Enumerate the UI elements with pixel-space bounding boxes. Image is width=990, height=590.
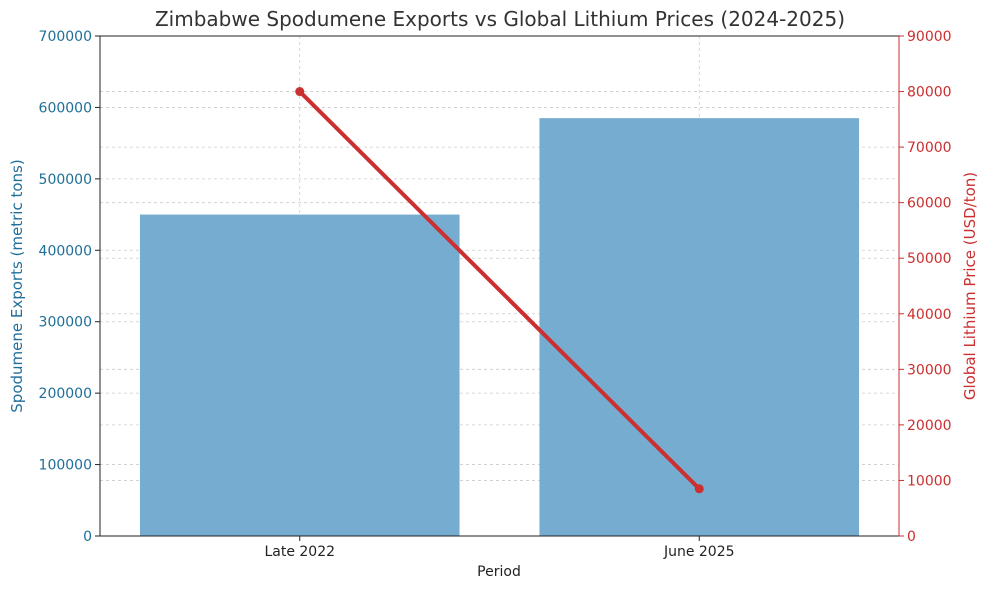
y-left-tick-label: 600000 [39,100,92,116]
y-left-tick-label: 300000 [39,315,92,331]
x-axis-label: Period [477,564,521,580]
x-axis: Late 2022 June 2025 [264,536,735,560]
y-left-tick-label: 100000 [39,458,92,474]
x-tick-label: June 2025 [663,544,735,560]
bar [539,118,860,537]
bars-layer [139,118,860,537]
y-right-tick-label: 0 [907,529,916,545]
y-right-tick-label: 60000 [907,196,952,212]
y-right-tick-label: 20000 [907,418,952,434]
price-point [295,87,305,97]
y-right-tick-label: 50000 [907,251,952,267]
y-left-tick-label: 500000 [39,172,92,188]
price-line [297,89,702,491]
y-right-tick-label: 70000 [907,140,952,156]
y-right-tick-label: 10000 [907,473,952,489]
y-right-tick-label: 90000 [907,29,952,45]
chart-title: Zimbabwe Spodumene Exports vs Global Lit… [155,7,845,31]
y-axis-right-label: Global Lithium Price (USD/ton) [961,172,979,400]
y-right-tick-label: 80000 [907,85,952,101]
line-layer [295,87,704,494]
y-right-tick-label: 30000 [907,362,952,378]
y-left-tick-label: 700000 [39,29,92,45]
y-left-tick-label: 200000 [39,386,92,402]
right-axis: 0 10000 20000 30000 40000 50000 60000 70000 8000… [898,29,952,545]
y-axis-left-label: Spodumene Exports (metric tons) [8,159,26,412]
y-left-tick-label: 400000 [39,243,92,259]
y-left-tick-label: 0 [83,529,92,545]
bar [139,214,460,537]
price-point [694,484,704,494]
y-right-tick-label: 40000 [907,307,952,323]
x-tick-label: Late 2022 [264,544,335,560]
left-axis: 0 100000 200000 300000 400000 500000 600000 700… [39,29,100,545]
